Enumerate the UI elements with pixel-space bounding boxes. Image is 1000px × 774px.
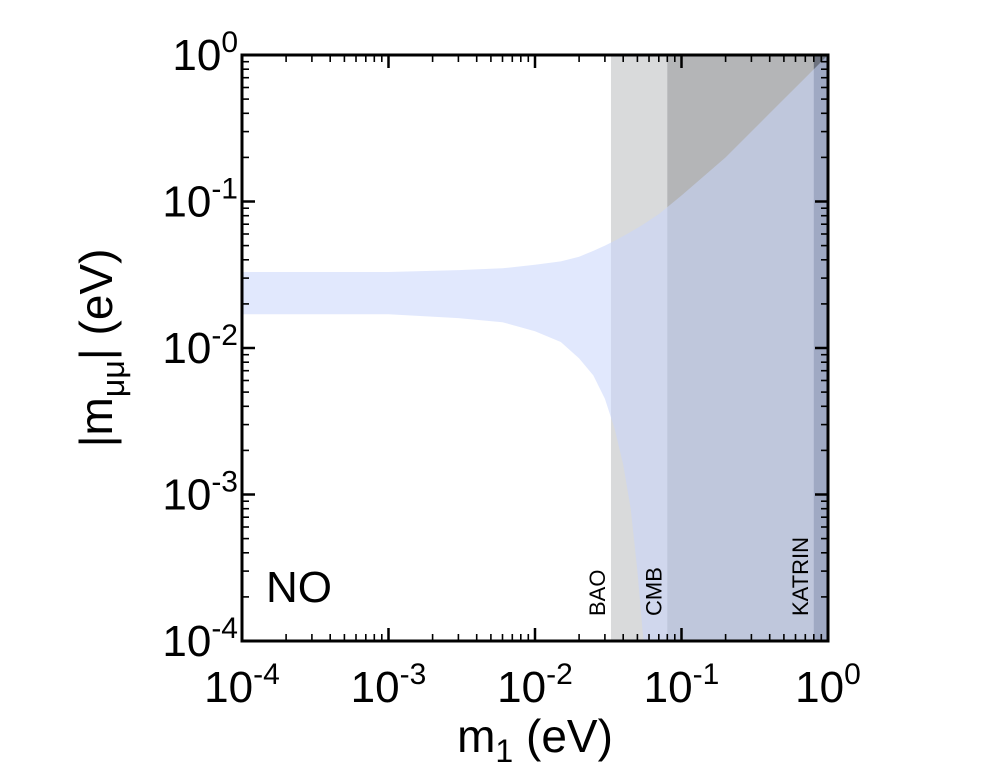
y-tick-label-exp: -2 bbox=[211, 319, 238, 352]
y-tick-label: 100 bbox=[172, 26, 238, 80]
x-tick-label: 10-4 bbox=[204, 658, 280, 712]
y-tick-label: 10-1 bbox=[162, 173, 238, 227]
prediction-band-layer bbox=[242, 55, 828, 641]
x-axis-title-unit: (eV) bbox=[513, 710, 613, 762]
x-tick-label-base: 10 bbox=[497, 663, 546, 712]
y-tick-label-exp: -3 bbox=[211, 466, 238, 499]
y-axis-title-sub: μμ bbox=[95, 360, 131, 397]
x-tick-labels: 10-4 10-3 10-2 10-1 100 bbox=[204, 658, 861, 712]
x-tick-label-exp: -3 bbox=[400, 658, 427, 691]
y-tick-label: 10-2 bbox=[162, 319, 238, 373]
x-tick-label: 10-3 bbox=[351, 658, 427, 712]
exclusion-labels: BAO CMB KATRIN bbox=[585, 537, 813, 616]
y-axis-title: |mμμ| (eV) bbox=[70, 249, 131, 448]
x-tick-label-base: 10 bbox=[644, 663, 693, 712]
exclusion-label-bao: BAO bbox=[585, 570, 610, 616]
x-tick-label-base: 10 bbox=[795, 663, 844, 712]
y-tick-label: 10-3 bbox=[162, 466, 238, 520]
x-axis-title: m1 (eV) bbox=[457, 710, 613, 769]
x-axis-title-sub: 1 bbox=[495, 733, 513, 769]
x-tick-label-base: 10 bbox=[351, 663, 400, 712]
y-axis-title-unit: | (eV) bbox=[70, 249, 122, 361]
y-tick-label-exp: 0 bbox=[221, 26, 238, 59]
x-tick-label-exp: -2 bbox=[546, 658, 573, 691]
y-tick-label-exp: -1 bbox=[211, 173, 238, 206]
exclusion-label-katrin: KATRIN bbox=[788, 537, 813, 616]
x-axis-title-main: m bbox=[457, 710, 495, 762]
prediction-band bbox=[242, 55, 828, 641]
x-tick-label: 10-2 bbox=[497, 658, 573, 712]
x-tick-label: 100 bbox=[795, 658, 861, 712]
exclusion-label-cmb: CMB bbox=[641, 567, 666, 616]
x-tick-label: 10-1 bbox=[644, 658, 720, 712]
x-tick-label-exp: 0 bbox=[844, 658, 861, 691]
y-tick-label-base: 10 bbox=[162, 617, 211, 666]
x-tick-label-exp: -1 bbox=[693, 658, 720, 691]
y-tick-label-base: 10 bbox=[162, 471, 211, 520]
y-axis-title-main: |m bbox=[70, 397, 122, 447]
y-tick-label: 10-4 bbox=[162, 612, 238, 666]
y-tick-label-base: 10 bbox=[162, 178, 211, 227]
plot-frame bbox=[240, 53, 830, 643]
y-tick-label-base: 10 bbox=[172, 31, 221, 80]
y-tick-label-base: 10 bbox=[162, 324, 211, 373]
x-tick-label-base: 10 bbox=[204, 663, 253, 712]
annotation-no: NO bbox=[266, 563, 332, 612]
y-tick-label-exp: -4 bbox=[211, 612, 238, 645]
x-tick-label-exp: -4 bbox=[253, 658, 280, 691]
